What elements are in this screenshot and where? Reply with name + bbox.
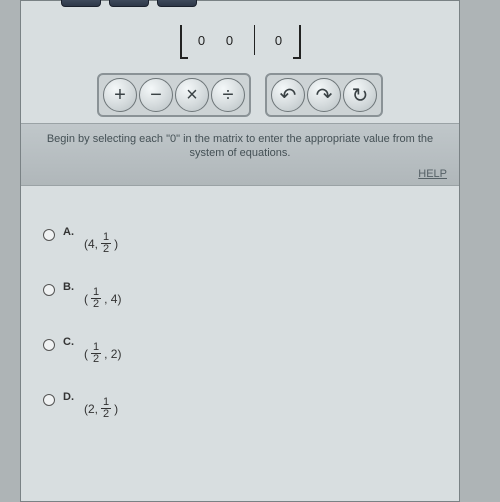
plus-icon: + xyxy=(114,84,126,107)
choice-d[interactable]: D. (2, 12 ) xyxy=(43,391,121,420)
divide-icon: ÷ xyxy=(223,84,234,107)
hint-bar: Begin by selecting each "0" in the matri… xyxy=(21,123,459,186)
multiply-button[interactable]: × xyxy=(175,78,209,112)
hint-text: Begin by selecting each "0" in the matri… xyxy=(47,133,433,159)
matrix-separator-icon xyxy=(254,25,255,55)
radio-icon[interactable] xyxy=(43,229,55,241)
radio-icon[interactable] xyxy=(43,284,55,296)
matrix-cell[interactable]: 0 xyxy=(216,33,244,48)
bracket-right-icon xyxy=(293,25,301,59)
matrix-cell[interactable]: 0 xyxy=(188,33,216,48)
matrix-cell[interactable]: 0 xyxy=(265,33,293,48)
answer-choices: A. (4, 12 ) B. ( 12 , 4) C. ( 12 , 2) xyxy=(43,226,121,446)
choice-c[interactable]: C. ( 12 , 2) xyxy=(43,336,121,365)
help-link[interactable]: HELP xyxy=(33,167,447,181)
choice-letter: D. xyxy=(63,391,74,403)
choice-value: (4, 12 ) xyxy=(84,232,118,255)
choice-a[interactable]: A. (4, 12 ) xyxy=(43,226,121,255)
top-button[interactable] xyxy=(157,0,197,7)
undo-icon: ↶ xyxy=(280,83,297,108)
redo-icon: ↷ xyxy=(316,83,333,108)
operator-group: + − × ÷ xyxy=(97,73,251,117)
undo-button[interactable]: ↶ xyxy=(271,78,305,112)
refresh-button[interactable]: ↻ xyxy=(343,78,377,112)
radio-icon[interactable] xyxy=(43,394,55,406)
matrix-display: 0 0 0 xyxy=(21,21,459,59)
bracket-left-icon xyxy=(180,25,188,59)
redo-button[interactable]: ↷ xyxy=(307,78,341,112)
divide-button[interactable]: ÷ xyxy=(211,78,245,112)
choice-value: ( 12 , 4) xyxy=(84,287,121,310)
minus-button[interactable]: − xyxy=(139,78,173,112)
top-button-row xyxy=(61,0,197,7)
toolbar: + − × ÷ ↶ ↷ ↻ xyxy=(21,73,459,117)
minus-icon: − xyxy=(150,84,162,107)
multiply-icon: × xyxy=(186,84,198,107)
choice-letter: A. xyxy=(63,226,74,238)
work-panel: 0 0 0 + − × ÷ ↶ ↷ ↻ Begin by selecting e… xyxy=(20,0,460,502)
plus-button[interactable]: + xyxy=(103,78,137,112)
top-button[interactable] xyxy=(109,0,149,7)
refresh-icon: ↻ xyxy=(352,83,369,108)
choice-b[interactable]: B. ( 12 , 4) xyxy=(43,281,121,310)
top-button[interactable] xyxy=(61,0,101,7)
radio-icon[interactable] xyxy=(43,339,55,351)
choice-value: ( 12 , 2) xyxy=(84,342,121,365)
history-group: ↶ ↷ ↻ xyxy=(265,73,383,117)
choice-letter: C. xyxy=(63,336,74,348)
choice-letter: B. xyxy=(63,281,74,293)
choice-value: (2, 12 ) xyxy=(84,397,118,420)
